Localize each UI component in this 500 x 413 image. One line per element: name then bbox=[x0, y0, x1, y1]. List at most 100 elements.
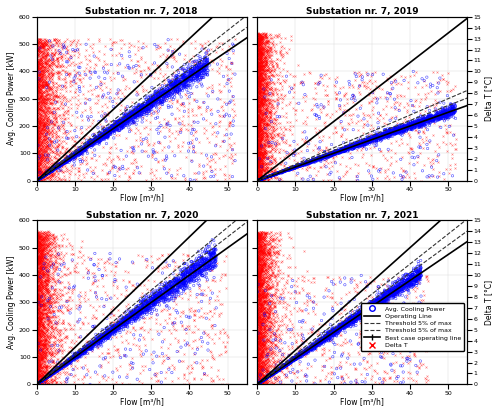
Point bbox=[40, 285, 48, 291]
Point bbox=[254, 155, 262, 161]
Point bbox=[34, 347, 42, 354]
Point bbox=[46, 355, 54, 362]
Point bbox=[282, 361, 290, 368]
Point bbox=[258, 103, 266, 110]
Point bbox=[421, 119, 429, 125]
Point bbox=[47, 168, 55, 174]
Point bbox=[256, 235, 264, 241]
Point bbox=[258, 110, 266, 116]
Point bbox=[121, 318, 129, 325]
Point bbox=[296, 162, 304, 169]
Point bbox=[255, 365, 263, 372]
Point bbox=[70, 153, 78, 159]
Point bbox=[385, 289, 393, 296]
Point bbox=[312, 156, 320, 163]
Point bbox=[76, 350, 84, 356]
Point bbox=[87, 144, 95, 151]
Point bbox=[40, 121, 48, 128]
Point bbox=[48, 370, 56, 377]
Point bbox=[260, 175, 268, 182]
Point bbox=[256, 45, 264, 51]
Point bbox=[372, 368, 380, 375]
Point bbox=[423, 141, 431, 148]
Point bbox=[182, 76, 190, 83]
Point bbox=[335, 322, 343, 328]
Point bbox=[424, 118, 432, 124]
Point bbox=[33, 79, 41, 86]
Point bbox=[36, 367, 44, 374]
Point bbox=[37, 246, 45, 253]
Point bbox=[384, 134, 392, 140]
Point bbox=[142, 116, 150, 123]
Point bbox=[352, 142, 360, 148]
Point bbox=[254, 332, 262, 339]
Point bbox=[254, 351, 262, 358]
Point bbox=[382, 292, 390, 298]
Point bbox=[60, 52, 68, 58]
Point bbox=[260, 174, 268, 180]
Point bbox=[282, 362, 290, 368]
Point bbox=[115, 322, 123, 329]
Point bbox=[118, 321, 126, 328]
Point bbox=[36, 71, 44, 78]
Point bbox=[267, 348, 275, 355]
Point bbox=[260, 373, 268, 379]
Point bbox=[261, 346, 269, 353]
Point bbox=[264, 136, 272, 142]
Point bbox=[164, 355, 172, 362]
Point bbox=[312, 131, 320, 137]
Point bbox=[34, 269, 42, 275]
Point bbox=[70, 62, 78, 68]
Point bbox=[177, 94, 185, 100]
Point bbox=[444, 107, 452, 114]
Point bbox=[40, 251, 48, 257]
Point bbox=[332, 150, 340, 156]
Point bbox=[427, 88, 435, 94]
Point bbox=[42, 336, 50, 343]
Point bbox=[360, 136, 368, 142]
Point bbox=[206, 267, 214, 274]
Point bbox=[254, 162, 262, 169]
Point bbox=[303, 158, 311, 164]
Point bbox=[256, 62, 264, 68]
Point bbox=[254, 47, 262, 53]
Point bbox=[34, 357, 42, 364]
Point bbox=[49, 166, 57, 173]
Point bbox=[309, 156, 317, 163]
Point bbox=[180, 278, 188, 285]
Point bbox=[254, 379, 262, 386]
Point bbox=[258, 176, 266, 182]
Point bbox=[388, 128, 396, 135]
Point bbox=[34, 147, 42, 154]
Point bbox=[36, 175, 44, 182]
Point bbox=[106, 328, 114, 335]
Point bbox=[272, 367, 280, 374]
Point bbox=[362, 375, 370, 382]
Point bbox=[114, 121, 122, 127]
Point bbox=[38, 52, 46, 59]
Point bbox=[155, 91, 163, 98]
Point bbox=[58, 350, 66, 356]
Point bbox=[35, 153, 43, 160]
Point bbox=[257, 341, 265, 347]
Point bbox=[38, 144, 46, 150]
Point bbox=[368, 79, 376, 86]
Point bbox=[354, 312, 362, 318]
Point bbox=[444, 109, 452, 116]
Point bbox=[268, 270, 276, 277]
Point bbox=[326, 337, 334, 344]
Point bbox=[258, 334, 266, 340]
Point bbox=[77, 354, 85, 360]
Point bbox=[264, 317, 272, 323]
Point bbox=[388, 130, 396, 136]
Point bbox=[262, 119, 270, 125]
Point bbox=[389, 128, 397, 135]
Point bbox=[256, 375, 264, 382]
Point bbox=[254, 79, 262, 86]
Point bbox=[393, 128, 401, 134]
Point bbox=[88, 346, 96, 352]
Point bbox=[434, 109, 442, 116]
Point bbox=[256, 116, 264, 122]
Point bbox=[72, 151, 80, 157]
Point bbox=[33, 240, 41, 247]
